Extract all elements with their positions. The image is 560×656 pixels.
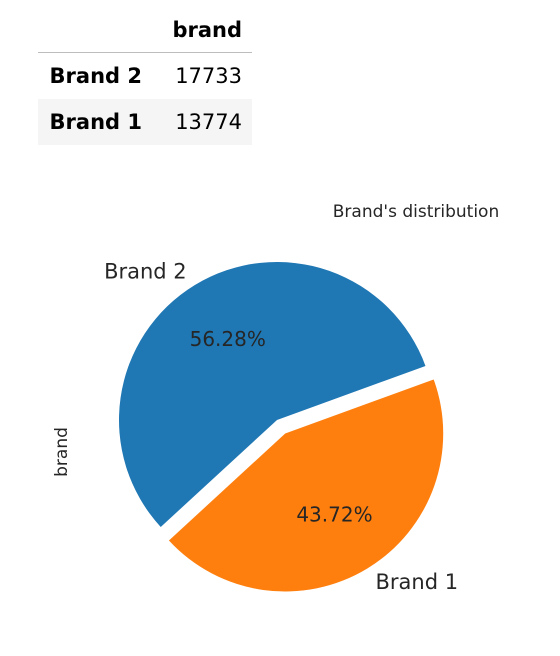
- slice-category-label: Brand 2: [104, 260, 187, 284]
- table-row-index: Brand 1: [49, 110, 142, 134]
- y-axis-label: brand: [52, 427, 72, 477]
- slice-percent-label: 43.72%: [296, 502, 372, 526]
- pie-slices: 56.28% Brand 2 43.72% Brand 1: [104, 260, 458, 594]
- pie-slice-brand-1: [168, 379, 444, 592]
- dataframe-table: brand Brand 2 17733 Brand 1 13774: [38, 8, 252, 145]
- pie-slice-brand-2: [119, 262, 426, 527]
- table-row: Brand 1 13774: [38, 99, 252, 145]
- chart-title: Brand's distribution: [333, 202, 499, 222]
- table-cell: 13774: [175, 110, 242, 134]
- slice-percent-label: 56.28%: [190, 327, 266, 351]
- table-index-header: [38, 8, 148, 53]
- table-cell: 17733: [175, 64, 242, 88]
- table-header-row: brand: [38, 8, 252, 53]
- table-row: Brand 2 17733: [38, 53, 252, 100]
- slice-category-label: Brand 1: [376, 570, 459, 594]
- table-column-header: brand: [148, 8, 252, 53]
- table-row-index: Brand 2: [49, 64, 142, 88]
